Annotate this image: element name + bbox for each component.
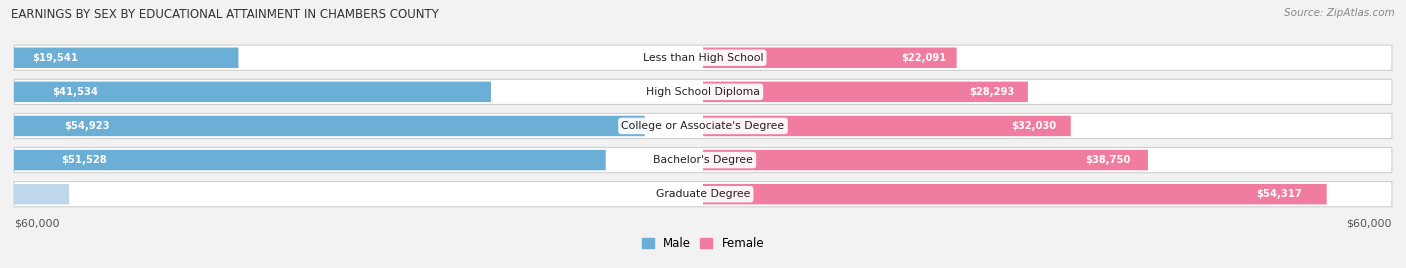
Text: $38,750: $38,750	[1085, 155, 1130, 165]
Text: College or Associate's Degree: College or Associate's Degree	[621, 121, 785, 131]
Legend: Male, Female: Male, Female	[637, 233, 769, 255]
Text: $0: $0	[666, 189, 681, 199]
Text: $51,528: $51,528	[62, 155, 107, 165]
Text: Less than High School: Less than High School	[643, 53, 763, 63]
FancyBboxPatch shape	[14, 82, 491, 102]
FancyBboxPatch shape	[14, 113, 1392, 139]
FancyBboxPatch shape	[14, 45, 1392, 70]
Text: Source: ZipAtlas.com: Source: ZipAtlas.com	[1284, 8, 1395, 18]
Text: $41,534: $41,534	[52, 87, 98, 97]
FancyBboxPatch shape	[703, 116, 1071, 136]
Text: $54,317: $54,317	[1256, 189, 1302, 199]
FancyBboxPatch shape	[703, 184, 1327, 204]
FancyBboxPatch shape	[703, 82, 1028, 102]
Text: Graduate Degree: Graduate Degree	[655, 189, 751, 199]
Text: $60,000: $60,000	[14, 219, 59, 229]
Text: $19,541: $19,541	[32, 53, 77, 63]
Text: EARNINGS BY SEX BY EDUCATIONAL ATTAINMENT IN CHAMBERS COUNTY: EARNINGS BY SEX BY EDUCATIONAL ATTAINMEN…	[11, 8, 439, 21]
Text: $28,293: $28,293	[970, 87, 1015, 97]
FancyBboxPatch shape	[14, 184, 69, 204]
FancyBboxPatch shape	[703, 150, 1147, 170]
FancyBboxPatch shape	[14, 79, 1392, 105]
FancyBboxPatch shape	[14, 147, 1392, 173]
Text: Bachelor's Degree: Bachelor's Degree	[652, 155, 754, 165]
FancyBboxPatch shape	[14, 181, 1392, 207]
FancyBboxPatch shape	[14, 47, 239, 68]
FancyBboxPatch shape	[14, 116, 645, 136]
Text: $54,923: $54,923	[65, 121, 110, 131]
Text: $60,000: $60,000	[1347, 219, 1392, 229]
FancyBboxPatch shape	[14, 150, 606, 170]
Text: High School Diploma: High School Diploma	[647, 87, 759, 97]
Text: $32,030: $32,030	[1011, 121, 1056, 131]
FancyBboxPatch shape	[703, 47, 956, 68]
Text: $22,091: $22,091	[901, 53, 946, 63]
